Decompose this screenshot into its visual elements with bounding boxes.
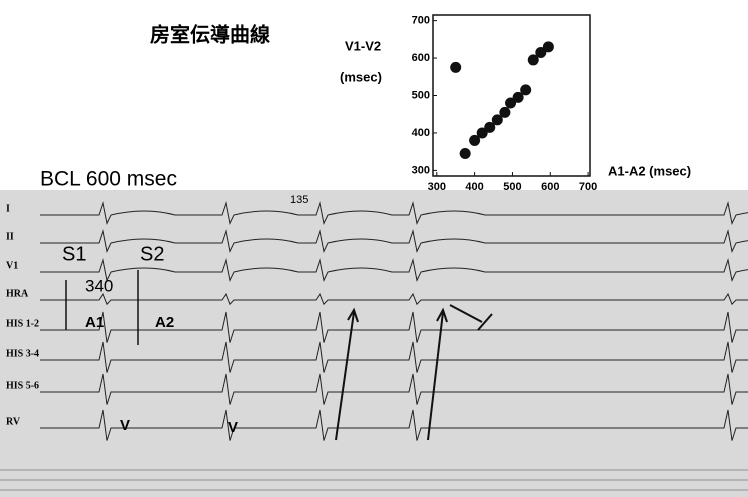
point xyxy=(543,41,554,52)
interval-label: 135 xyxy=(290,194,308,206)
ecg-label: V xyxy=(120,417,130,434)
point xyxy=(520,84,531,95)
y-tick-label: 500 xyxy=(412,89,430,101)
point xyxy=(499,107,510,118)
lead-label: I xyxy=(6,203,10,214)
lead-label: II xyxy=(6,231,14,242)
lead-label: HIS 3-4 xyxy=(6,348,39,359)
point xyxy=(450,62,461,73)
chart-title: 房室伝導曲線 xyxy=(150,22,270,46)
plot-frame xyxy=(433,15,590,176)
y-tick-label: 300 xyxy=(412,164,430,176)
x-tick-label: 600 xyxy=(541,181,559,193)
x-axis-label: A1-A2 (msec) xyxy=(608,163,691,178)
bcl-label: BCL 600 msec xyxy=(40,168,177,191)
point xyxy=(460,148,471,159)
ecg-label: V xyxy=(228,419,238,436)
x-tick-label: 300 xyxy=(428,181,446,193)
lead-label: V1 xyxy=(6,260,18,271)
y-axis-label: V1-V2 xyxy=(345,38,381,53)
y-tick-label: 700 xyxy=(412,15,430,27)
ecg-background xyxy=(0,190,748,497)
scatter-plot: 300 400 500 600 700 300 400 500 600 700 xyxy=(412,15,598,193)
lead-label: RV xyxy=(6,416,21,427)
y-tick-label: 600 xyxy=(412,52,430,64)
page: IIIV1HRAHIS 1-2HIS 3-4HIS 5-6RV 房室伝導曲線 V… xyxy=(0,0,748,497)
ecg-label: 340 xyxy=(85,276,113,295)
y-tick-label: 400 xyxy=(412,127,430,139)
ecg-label: S2 xyxy=(140,243,164,265)
y-axis-label: (msec) xyxy=(340,69,382,84)
x-tick-label: 700 xyxy=(579,181,597,193)
ecg-label: A1 xyxy=(85,314,104,331)
lead-label: HIS 1-2 xyxy=(6,318,39,329)
x-tick-label: 400 xyxy=(465,181,483,193)
lead-label: HIS 5-6 xyxy=(6,380,39,391)
ecg-label: S1 xyxy=(62,243,86,265)
ecg-label: A2 xyxy=(155,314,174,331)
lead-label: HRA xyxy=(6,288,29,299)
x-tick-label: 500 xyxy=(503,181,521,193)
